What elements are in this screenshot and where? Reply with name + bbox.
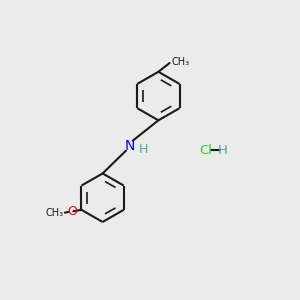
Text: H: H — [218, 144, 227, 157]
Text: H: H — [139, 143, 148, 156]
Text: O: O — [68, 205, 77, 218]
Text: CH₃: CH₃ — [46, 208, 64, 218]
Text: CH₃: CH₃ — [171, 57, 190, 67]
Text: Cl: Cl — [200, 144, 213, 157]
Text: N: N — [124, 139, 134, 153]
